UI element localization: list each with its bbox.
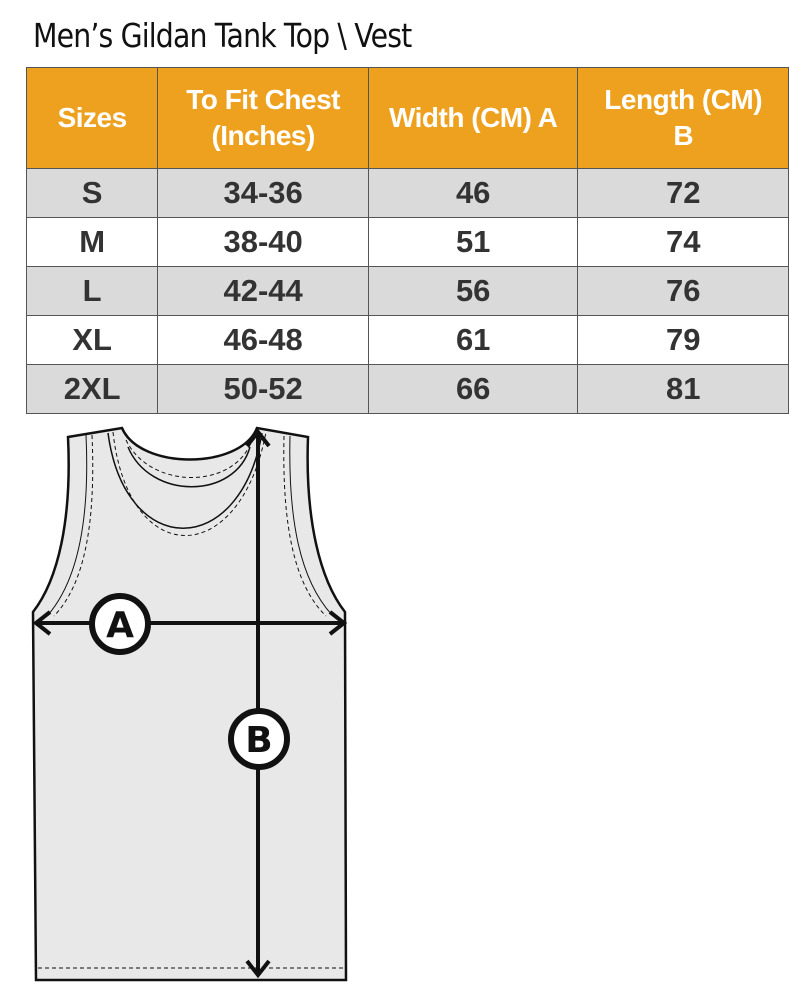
table-cell: 50-52 [157,364,369,414]
table-cell: 72 [577,168,789,218]
length-arrow-b [245,428,271,979]
table-row: S 34-36 46 72 [25,168,789,218]
table-row: 2XL 50-52 66 81 [25,364,789,414]
header-width: Width (CM) A [367,67,579,169]
size-table: Sizes To Fit Chest (Inches) Width (CM) A … [25,67,789,414]
table-cell: M [25,217,159,267]
table-cell: 81 [577,364,789,414]
table-cell: 51 [367,217,579,267]
right-armhole-stitch [283,435,327,617]
neckline-inner [107,432,263,529]
label-b-circle [228,708,290,770]
label-a: A [106,605,134,646]
table-cell: L [25,266,159,316]
table-row: XL 46-48 61 79 [25,315,789,365]
width-arrow-a [32,610,348,636]
header-sizes: Sizes [25,67,159,169]
header-length: Length (CM) B [577,67,789,169]
table-cell: XL [25,315,159,365]
table-cell: 76 [577,266,789,316]
left-armhole-stitch [53,434,94,617]
tank-top-outline [31,426,348,982]
table-cell: 46 [367,168,579,218]
left-armhole-band [47,434,88,616]
table-cell: 2XL [25,364,159,414]
neck-stitch-top [125,439,253,478]
table-cell: 34-36 [157,168,369,218]
neckline-back [127,446,251,488]
header-chest: To Fit Chest (Inches) [157,67,369,169]
table-cell: S [25,168,159,218]
table-cell: 74 [577,217,789,267]
table-cell: 56 [367,266,579,316]
table-row: L 42-44 56 76 [25,266,789,316]
label-b: B [245,720,272,761]
label-a-circle [89,593,151,655]
table-cell: 42-44 [157,266,369,316]
table-cell: 46-48 [157,315,369,365]
page-title: Men’s Gildan Tank Top \ Vest [33,16,412,55]
table-cell: 66 [367,364,579,414]
table-cell: 61 [367,315,579,365]
right-armhole-band [289,435,333,616]
